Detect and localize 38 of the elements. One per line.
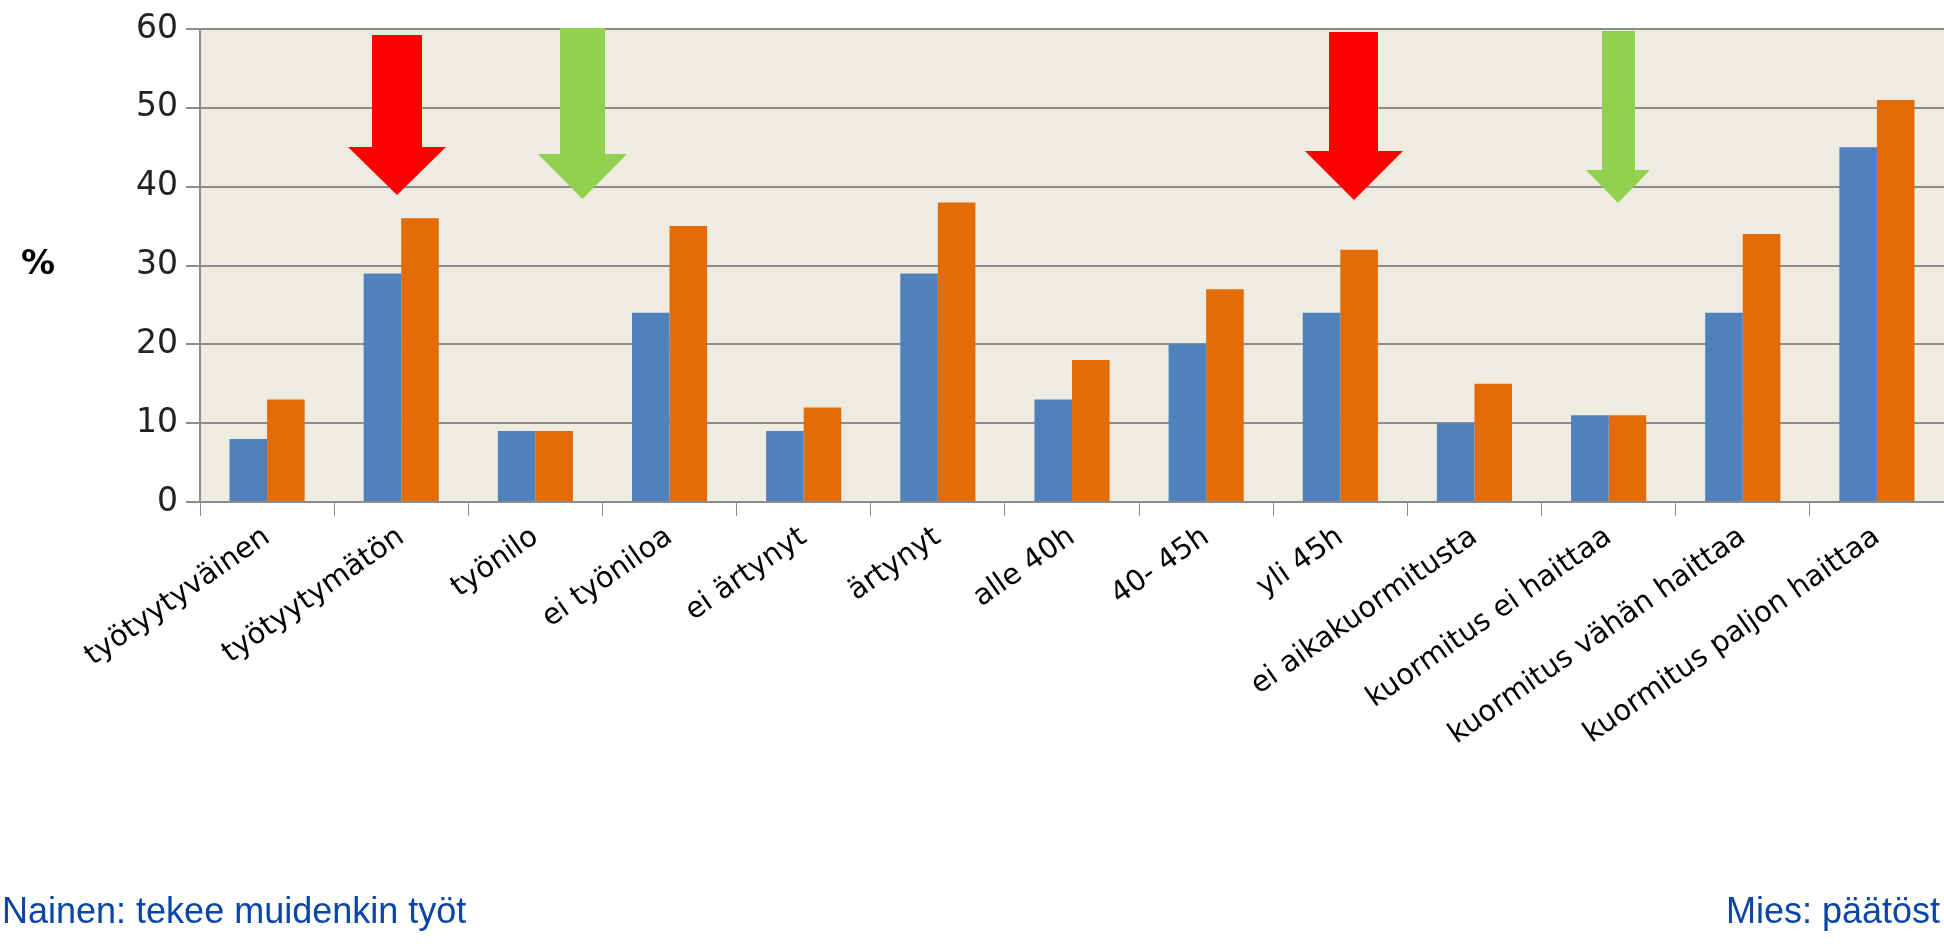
bar [1034,399,1072,501]
bar [535,431,573,501]
bar [669,226,708,501]
bar [1571,415,1609,501]
y-tick-label: 60 [136,6,178,46]
bar [1340,249,1378,501]
bar [937,202,976,501]
bar [631,312,670,501]
bar [1474,383,1513,501]
bar [1839,147,1877,501]
x-tick-label: alle 40h [965,518,1081,613]
text: Mies: päätöst [1725,889,1940,931]
bar [401,218,439,501]
y-tick-label: 10 [136,400,178,440]
y-tick-label: 50 [136,85,178,125]
bar [1206,289,1244,501]
x-tick-label: 40- 45h [1103,518,1215,611]
bar [1608,415,1647,501]
bar [267,399,305,501]
bar [229,438,268,501]
y-tick-label: 0 [157,479,178,519]
y-tick-label: 20 [136,321,178,361]
bar [1705,312,1743,501]
bar [1072,360,1110,501]
text: Nainen: tekee muidenkin työt [2,889,467,931]
y-tick-label: 40 [136,164,178,204]
bar [1742,233,1781,501]
bar [1302,312,1341,501]
bar [363,273,402,501]
bar [1168,344,1207,501]
bar [1876,99,1915,501]
bar [803,407,842,501]
bar [766,431,804,501]
bar [1436,423,1475,501]
bar [900,273,938,501]
y-tick-label: 30 [136,243,178,283]
bar [497,431,536,501]
y-axis-title: % [20,242,56,283]
